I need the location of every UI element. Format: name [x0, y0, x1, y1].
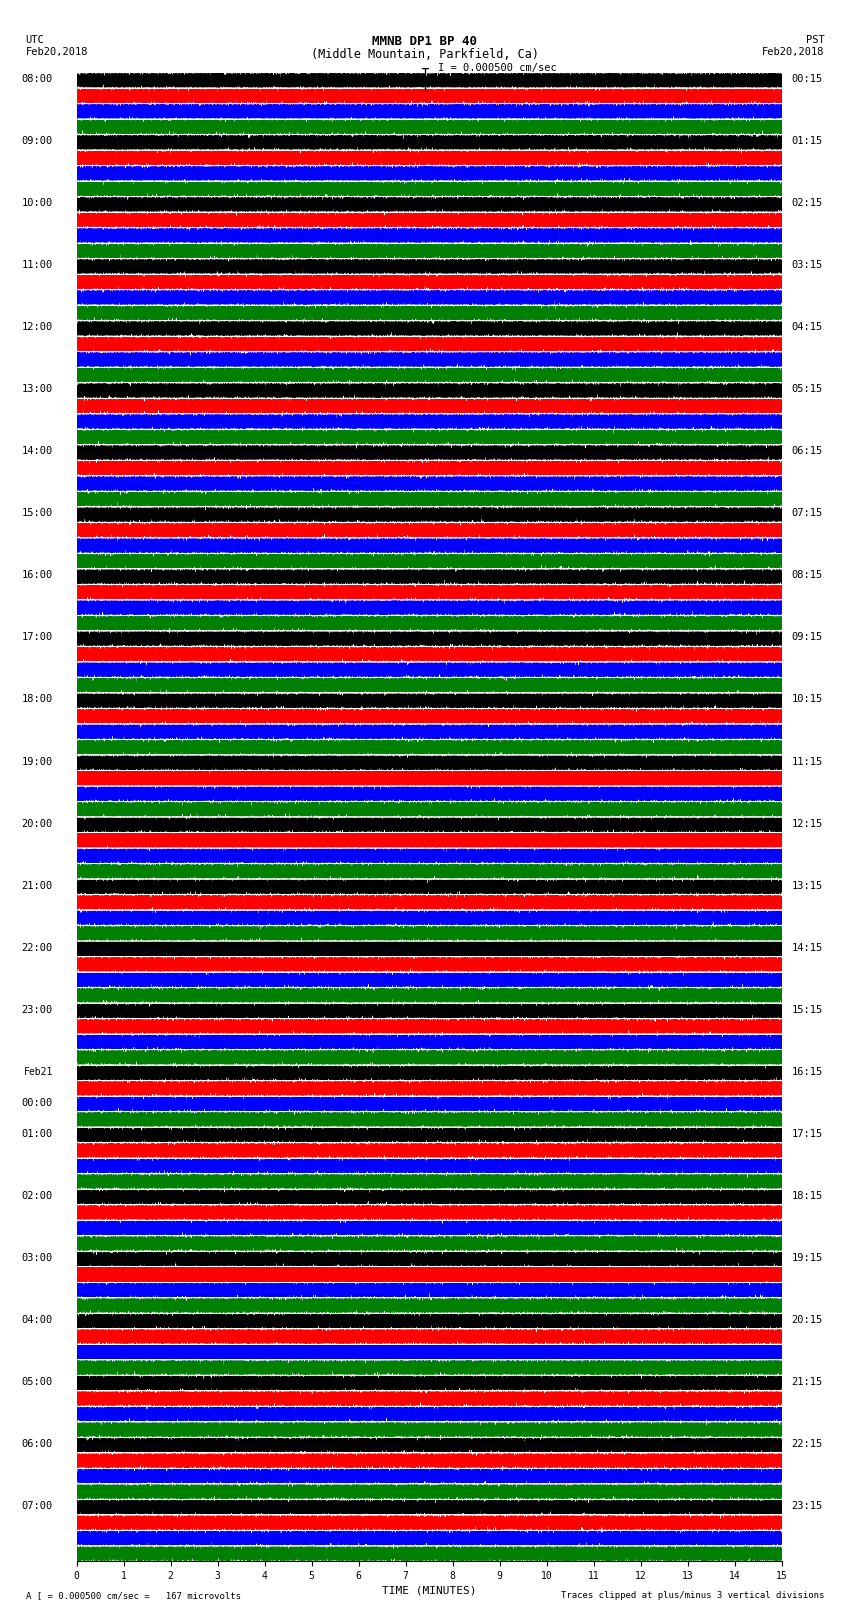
Text: MMNB DP1 BP 40: MMNB DP1 BP 40: [372, 35, 478, 48]
Text: UTC: UTC: [26, 35, 44, 45]
Text: 16:15: 16:15: [791, 1066, 823, 1076]
Text: 19:00: 19:00: [22, 756, 53, 766]
Text: 19:15: 19:15: [791, 1253, 823, 1263]
Text: 23:15: 23:15: [791, 1502, 823, 1511]
Text: 00:00: 00:00: [22, 1098, 53, 1108]
Text: Feb20,2018: Feb20,2018: [26, 47, 88, 56]
Text: 11:00: 11:00: [22, 260, 53, 271]
Text: Traces clipped at plus/minus 3 vertical divisions: Traces clipped at plus/minus 3 vertical …: [561, 1590, 824, 1600]
Text: 18:15: 18:15: [791, 1190, 823, 1200]
Text: 01:00: 01:00: [22, 1129, 53, 1139]
Text: 10:00: 10:00: [22, 198, 53, 208]
Text: 02:15: 02:15: [791, 198, 823, 208]
Text: 12:00: 12:00: [22, 323, 53, 332]
Text: 04:00: 04:00: [22, 1315, 53, 1324]
Text: 12:15: 12:15: [791, 818, 823, 829]
Text: 22:00: 22:00: [22, 942, 53, 953]
Text: Feb21: Feb21: [24, 1066, 53, 1076]
Text: Feb20,2018: Feb20,2018: [762, 47, 824, 56]
Text: 13:15: 13:15: [791, 881, 823, 890]
Text: 08:00: 08:00: [22, 74, 53, 84]
X-axis label: TIME (MINUTES): TIME (MINUTES): [382, 1586, 477, 1595]
Text: 04:15: 04:15: [791, 323, 823, 332]
Text: 05:15: 05:15: [791, 384, 823, 394]
Text: 06:00: 06:00: [22, 1439, 53, 1448]
Text: 18:00: 18:00: [22, 695, 53, 705]
Text: 14:00: 14:00: [22, 447, 53, 456]
Text: 16:00: 16:00: [22, 571, 53, 581]
Text: 08:15: 08:15: [791, 571, 823, 581]
Text: A [ = 0.000500 cm/sec =   167 microvolts: A [ = 0.000500 cm/sec = 167 microvolts: [26, 1590, 241, 1600]
Text: 13:00: 13:00: [22, 384, 53, 394]
Text: 09:00: 09:00: [22, 135, 53, 147]
Text: 15:15: 15:15: [791, 1005, 823, 1015]
Text: 01:15: 01:15: [791, 135, 823, 147]
Text: 20:15: 20:15: [791, 1315, 823, 1324]
Text: I = 0.000500 cm/sec: I = 0.000500 cm/sec: [438, 63, 557, 73]
Text: (Middle Mountain, Parkfield, Ca): (Middle Mountain, Parkfield, Ca): [311, 48, 539, 61]
Text: 03:00: 03:00: [22, 1253, 53, 1263]
Text: 03:15: 03:15: [791, 260, 823, 271]
Text: 22:15: 22:15: [791, 1439, 823, 1448]
Text: 10:15: 10:15: [791, 695, 823, 705]
Text: 21:00: 21:00: [22, 881, 53, 890]
Text: 05:00: 05:00: [22, 1378, 53, 1387]
Text: 17:15: 17:15: [791, 1129, 823, 1139]
Text: 09:15: 09:15: [791, 632, 823, 642]
Text: 20:00: 20:00: [22, 818, 53, 829]
Text: 17:00: 17:00: [22, 632, 53, 642]
Text: 15:00: 15:00: [22, 508, 53, 518]
Text: PST: PST: [806, 35, 824, 45]
Text: 21:15: 21:15: [791, 1378, 823, 1387]
Text: 00:15: 00:15: [791, 74, 823, 84]
Text: 07:00: 07:00: [22, 1502, 53, 1511]
Text: 06:15: 06:15: [791, 447, 823, 456]
Text: 11:15: 11:15: [791, 756, 823, 766]
Text: 14:15: 14:15: [791, 942, 823, 953]
Text: 07:15: 07:15: [791, 508, 823, 518]
Text: 02:00: 02:00: [22, 1190, 53, 1200]
Text: 23:00: 23:00: [22, 1005, 53, 1015]
